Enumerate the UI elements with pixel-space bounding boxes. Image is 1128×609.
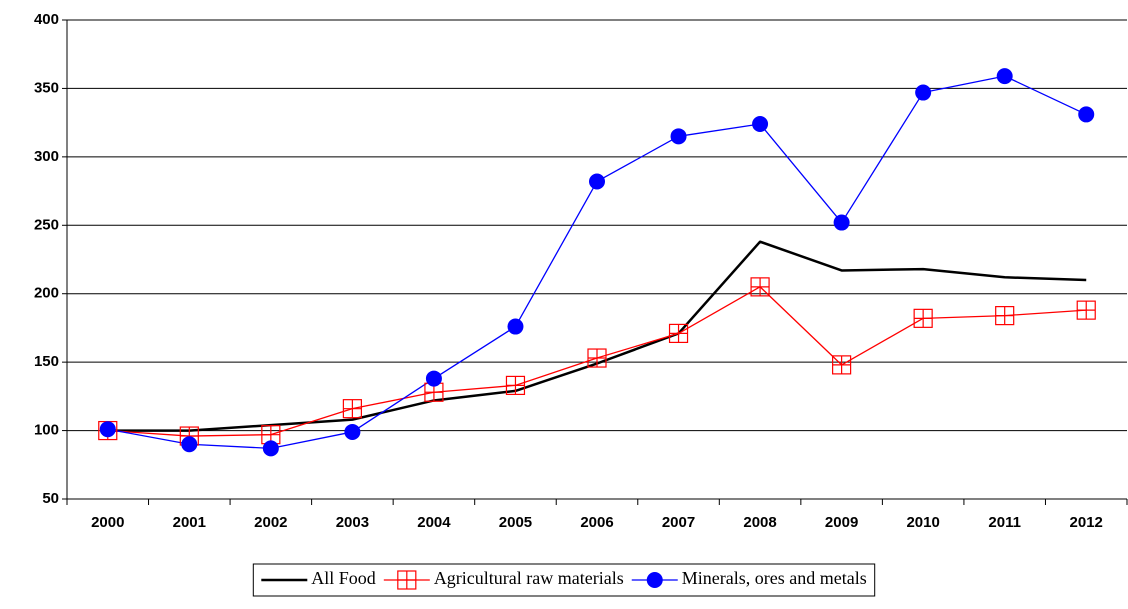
point-cross [588, 349, 606, 368]
legend-label: Agricultural raw materials [434, 568, 624, 588]
y-tick-label: 350 [34, 79, 59, 96]
x-tick-label: 2012 [1070, 514, 1103, 531]
legend-label: Minerals, ores and metals [682, 568, 867, 588]
point-cross [914, 309, 933, 328]
y-tick-label: 50 [42, 490, 59, 507]
point [995, 306, 1015, 326]
x-tick-label: 2005 [499, 514, 532, 531]
point [996, 68, 1013, 85]
point-cross [397, 571, 416, 589]
point [425, 370, 442, 387]
x-tick-label: 2004 [417, 514, 451, 531]
point [750, 277, 770, 297]
legend-box [252, 563, 876, 597]
x-tick-label: 2007 [662, 514, 695, 531]
x-tick-label: 2009 [825, 514, 858, 531]
point-cross [995, 306, 1014, 325]
point-cross [832, 355, 851, 374]
x-tick-label: 2010 [906, 514, 939, 531]
point [342, 399, 362, 419]
point [915, 84, 932, 101]
point [587, 348, 607, 368]
legend-marker [397, 570, 417, 590]
point-cross [751, 277, 770, 296]
point [505, 375, 526, 396]
x-tick-label: 2006 [580, 514, 613, 531]
legend-label: All Food [311, 568, 376, 588]
point-cross [343, 399, 362, 418]
point-cross [1077, 301, 1096, 320]
y-tick-label: 250 [34, 216, 59, 233]
point [668, 323, 689, 344]
y-tick-label: 200 [34, 285, 59, 302]
point [832, 355, 852, 375]
series-line [107, 240, 1087, 432]
point [99, 421, 116, 438]
point [344, 423, 361, 440]
x-tick-label: 2001 [173, 514, 206, 531]
point [1078, 106, 1095, 123]
point [833, 214, 850, 231]
point [507, 318, 524, 335]
x-tick-label: 2000 [91, 514, 124, 531]
y-tick-label: 100 [34, 422, 59, 439]
legend-item: All Food [261, 568, 376, 588]
point [589, 173, 605, 190]
x-tick-label: 2002 [254, 514, 287, 531]
point-cross [506, 376, 525, 395]
x-tick-label: 2011 [988, 514, 1021, 531]
point [1076, 300, 1096, 320]
point [670, 128, 687, 145]
point [181, 436, 198, 453]
point [262, 440, 279, 457]
legend-item: Minerals, ores and metals [631, 568, 867, 588]
point-cross [669, 324, 688, 343]
legend: All Food Agricultural raw materials Minera… [252, 563, 876, 597]
x-tick-label: 2008 [743, 514, 776, 531]
y-tick-label: 300 [34, 148, 59, 165]
point [752, 116, 769, 133]
legend-marker [646, 572, 663, 588]
series-line [107, 75, 1087, 450]
y-tick-label: 150 [34, 353, 59, 370]
legend-item: Agricultural raw materials [383, 568, 624, 590]
x-tick-label: 2003 [336, 514, 369, 531]
point [913, 308, 933, 328]
y-tick-label: 400 [34, 11, 59, 28]
